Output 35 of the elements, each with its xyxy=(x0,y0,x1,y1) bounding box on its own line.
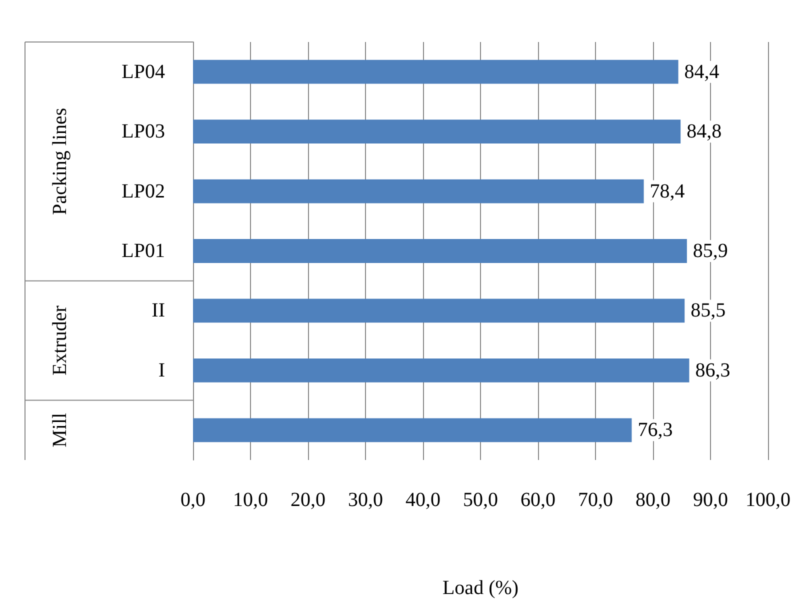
x-tick-label: 70,0 xyxy=(578,489,613,511)
x-tick-label: 90,0 xyxy=(693,489,728,511)
y-tick-label: LP03 xyxy=(122,120,165,143)
x-tick-label: 0,0 xyxy=(180,489,206,511)
x-tick-label: 30,0 xyxy=(348,489,383,511)
x-tick-label: 40,0 xyxy=(406,489,440,511)
data-label: 76,3 xyxy=(638,419,673,442)
text: Extruder xyxy=(49,305,71,376)
y-tick-label: I xyxy=(158,359,165,382)
x-tick-label: 50,0 xyxy=(463,489,498,511)
bar xyxy=(193,298,685,323)
y-tick-label: LP01 xyxy=(122,240,165,262)
x-tick-label: 80,0 xyxy=(636,489,670,511)
data-label: 85,5 xyxy=(690,300,726,322)
x-tick-label: 100,0 xyxy=(746,489,790,511)
data-label: 86,3 xyxy=(695,359,730,382)
y-tick-label: LP04 xyxy=(122,60,165,83)
text: Mill xyxy=(49,412,71,448)
x-axis-title: Load (%) xyxy=(442,577,519,599)
data-label: 78,4 xyxy=(650,180,685,202)
bar xyxy=(193,120,681,144)
y-tick-label: II xyxy=(152,300,165,322)
y-tick-label: LP02 xyxy=(122,180,165,202)
bar xyxy=(193,358,690,382)
bar xyxy=(193,179,644,204)
data-label: 84,8 xyxy=(686,120,722,143)
text: Packing lines xyxy=(49,108,71,216)
x-tick-label: 10,0 xyxy=(233,489,268,511)
data-label: 85,9 xyxy=(692,240,728,262)
bar xyxy=(193,418,632,442)
bar xyxy=(193,60,678,84)
bar xyxy=(193,239,687,263)
x-tick-label: 20,0 xyxy=(290,489,326,511)
data-label: 84,4 xyxy=(684,60,720,83)
x-tick-label: 60,0 xyxy=(520,489,556,511)
